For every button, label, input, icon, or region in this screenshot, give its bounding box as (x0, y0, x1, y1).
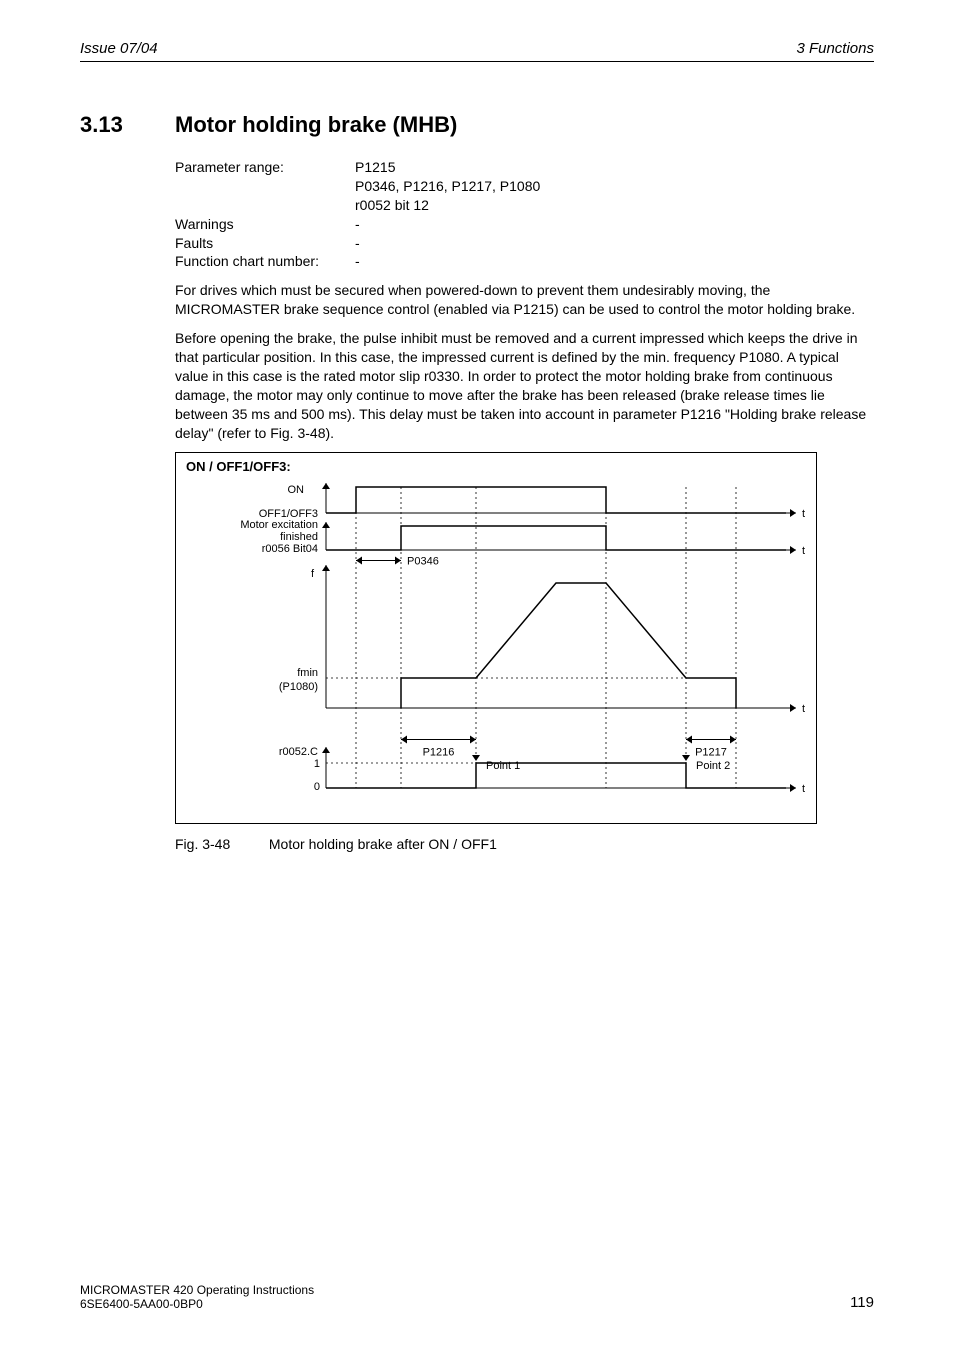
svg-text:f: f (311, 568, 315, 580)
svg-text:ON: ON (288, 484, 305, 496)
svg-text:P1216: P1216 (423, 747, 455, 759)
svg-text:r0052.C: r0052.C (279, 746, 318, 758)
svg-text:t: t (802, 703, 805, 715)
page-footer: MICROMASTER 420 Operating Instructions 6… (80, 1283, 874, 1311)
footer-line1: MICROMASTER 420 Operating Instructions (80, 1283, 314, 1297)
param-value: - (355, 215, 874, 234)
svg-text:Point 1: Point 1 (486, 760, 520, 772)
figure-caption: Fig. 3-48 Motor holding brake after ON /… (175, 836, 874, 852)
svg-text:t: t (802, 545, 805, 557)
param-label: Function chart number: (175, 252, 355, 271)
param-label: Warnings (175, 215, 355, 234)
param-value: - (355, 234, 874, 253)
svg-text:t: t (802, 783, 805, 795)
svg-text:fmin: fmin (297, 667, 318, 679)
header-right: 3 Functions (796, 40, 874, 57)
section-heading: 3.13 Motor holding brake (MHB) (80, 112, 874, 138)
svg-text:Point 2: Point 2 (696, 760, 730, 772)
svg-text:1: 1 (314, 758, 320, 770)
param-value: P1215 P0346, P1216, P1217, P1080 r0052 b… (355, 158, 874, 215)
param-value: - (355, 252, 874, 271)
svg-text:t: t (802, 508, 805, 520)
timing-diagram: ON / OFF1/OFF3: tONOFF1/OFF3tMotor excit… (175, 452, 817, 824)
parameter-table: Parameter range: P1215 P0346, P1216, P12… (175, 158, 874, 271)
svg-text:finished: finished (280, 531, 318, 543)
section-title: Motor holding brake (MHB) (175, 112, 457, 138)
param-label: Parameter range: (175, 158, 355, 215)
svg-text:r0056 Bit04: r0056 Bit04 (262, 543, 318, 555)
header-left: Issue 07/04 (80, 40, 158, 57)
figure-text: Motor holding brake after ON / OFF1 (269, 836, 497, 852)
svg-text:0: 0 (314, 781, 320, 793)
svg-text:P1217: P1217 (695, 747, 727, 759)
svg-text:P0346: P0346 (407, 556, 439, 568)
timing-svg: tONOFF1/OFF3tMotor excitationfinishedr00… (176, 453, 816, 823)
page-header: Issue 07/04 3 Functions (80, 40, 874, 62)
figure-number: Fig. 3-48 (175, 836, 265, 852)
param-label: Faults (175, 234, 355, 253)
footer-line2: 6SE6400-5AA00-0BP0 (80, 1297, 314, 1311)
svg-text:Motor excitation: Motor excitation (240, 519, 318, 531)
svg-text:(P1080): (P1080) (279, 681, 318, 693)
section-number: 3.13 (80, 112, 175, 138)
page-number: 119 (850, 1294, 874, 1311)
body-paragraph: Before opening the brake, the pulse inhi… (175, 329, 874, 442)
body-paragraph: For drives which must be secured when po… (175, 281, 874, 319)
